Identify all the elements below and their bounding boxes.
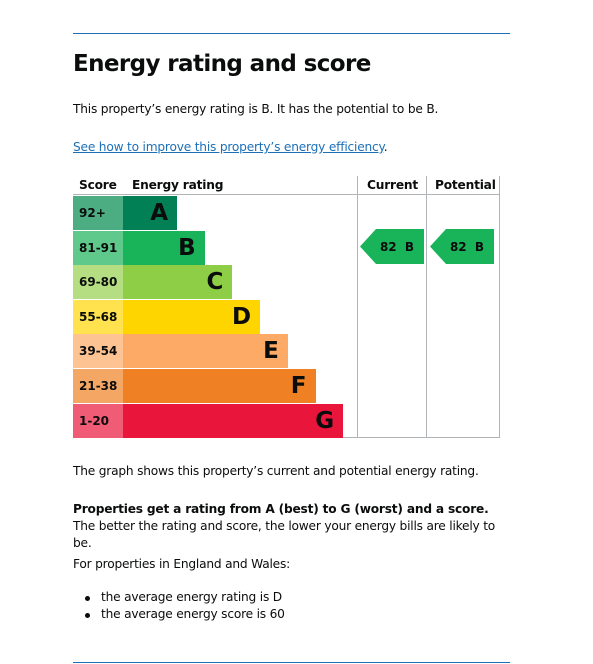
- band-score-d: 55-68: [73, 299, 123, 334]
- improve-link-suffix: .: [383, 140, 388, 154]
- band-letter: C: [206, 269, 224, 296]
- band-bar-a: A: [123, 196, 177, 230]
- band-bar-e: E: [123, 334, 288, 369]
- rating-explanation-rest: The better the rating and score, the low…: [73, 519, 496, 550]
- page-title: Energy rating and score: [73, 51, 371, 77]
- band-score-g: 1-20: [73, 403, 123, 438]
- band-score-b: 81-91: [73, 230, 123, 265]
- graph-current-divider: [357, 176, 358, 438]
- band-letter: D: [232, 303, 252, 330]
- band-score-a: 92+: [73, 196, 123, 230]
- improve-paragraph: See how to improve this property’s energ…: [73, 139, 388, 156]
- band-letter: B: [178, 234, 196, 261]
- band-letter: G: [315, 407, 335, 434]
- rating-explanation-bold: Properties get a rating from A (best) to…: [73, 502, 489, 516]
- band-letter: F: [290, 373, 307, 399]
- band-bar-b: B: [123, 230, 205, 265]
- graph-header-potential: Potential: [435, 178, 496, 192]
- band-score-e: 39-54: [73, 334, 123, 369]
- energy-rating-graph: Score Energy rating Current Potential 92…: [73, 176, 500, 438]
- current-rating-arrow: 82 B: [360, 229, 424, 264]
- graph-header-current: Current: [367, 178, 419, 192]
- band-bar-f: F: [123, 369, 316, 403]
- band-bar-g: G: [123, 403, 344, 438]
- band-letter: A: [150, 200, 168, 226]
- band-bar-c: C: [123, 265, 233, 300]
- graph-header-energy-rating: Energy rating: [132, 178, 224, 192]
- graph-header-divider: [73, 194, 500, 195]
- potential-rating-value: 82 B: [449, 239, 484, 254]
- averages-list: the average energy rating is D the avera…: [73, 589, 285, 623]
- graph-right-line: [499, 176, 500, 438]
- england-wales-intro: For properties in England and Wales:: [73, 557, 290, 571]
- section-bottom-rule: [73, 662, 510, 663]
- current-rating-value: 82 B: [379, 239, 414, 254]
- rating-explanation: Properties get a rating from A (best) to…: [73, 501, 503, 552]
- graph-header-score: Score: [79, 178, 117, 192]
- band-letter: E: [263, 338, 279, 365]
- rating-intro: This property’s energy rating is B. It h…: [73, 102, 439, 116]
- list-item: the average energy rating is D: [73, 589, 285, 606]
- graph-caption: The graph shows this property’s current …: [73, 464, 479, 478]
- band-score-c: 69-80: [73, 265, 123, 300]
- band-score-f: 21-38: [73, 369, 123, 403]
- graph-potential-divider: [426, 176, 427, 438]
- band-bar-d: D: [123, 299, 261, 334]
- improve-efficiency-link[interactable]: See how to improve this property’s energ…: [73, 140, 384, 154]
- potential-rating-arrow: 82 B: [430, 229, 494, 264]
- section-top-rule: [73, 33, 510, 34]
- list-item: the average energy score is 60: [73, 606, 285, 623]
